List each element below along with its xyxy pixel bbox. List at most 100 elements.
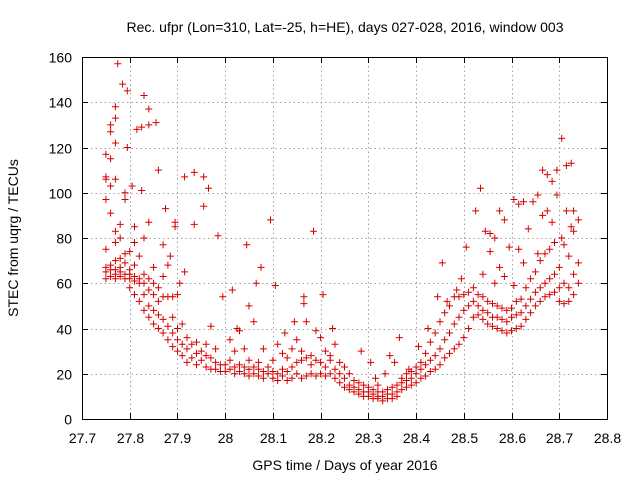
data-point: [267, 216, 274, 224]
data-point: [431, 365, 439, 373]
data-point: [188, 340, 196, 348]
data-point: [460, 291, 468, 299]
data-point: [412, 379, 420, 387]
data-point: [154, 297, 162, 305]
data-point: [245, 356, 253, 364]
data-point: [503, 318, 511, 326]
data-point: [269, 368, 277, 375]
data-point: [190, 220, 198, 228]
data-point: [307, 352, 315, 360]
data-point: [498, 304, 506, 312]
data-point: [312, 327, 320, 335]
data-point: [546, 275, 554, 283]
data-point: [245, 365, 253, 373]
data-point: [565, 297, 573, 305]
data-point: [357, 347, 365, 355]
data-point: [517, 295, 525, 303]
data-point: [145, 121, 153, 129]
data-point: [202, 363, 210, 371]
y-tick-label: 100: [49, 186, 73, 202]
data-point: [159, 329, 167, 337]
data-point: [350, 377, 358, 384]
data-point: [154, 325, 162, 332]
x-tick-label: 27.7: [69, 430, 96, 446]
data-point: [500, 216, 508, 224]
data-point: [250, 318, 258, 326]
y-tick-labels: 0 20 40 60 80 100 120 140 160: [49, 50, 73, 428]
data-point: [558, 134, 566, 142]
data-point: [288, 345, 296, 353]
data-point: [503, 306, 511, 314]
y-tick-label: 20: [56, 367, 72, 383]
data-point: [321, 372, 329, 380]
data-point: [560, 241, 568, 249]
data-point: [131, 261, 138, 269]
data-point: [288, 374, 296, 382]
data-point: [310, 227, 317, 235]
data-point: [469, 313, 477, 321]
data-point: [417, 374, 425, 382]
data-point: [138, 123, 146, 131]
data-point: [121, 196, 129, 203]
data-point: [119, 80, 127, 88]
data-point: [379, 388, 387, 396]
data-point: [393, 388, 401, 396]
data-point: [293, 358, 301, 366]
data-point: [300, 293, 308, 301]
data-point: [570, 207, 578, 215]
data-point: [312, 356, 320, 364]
data-point: [116, 263, 124, 271]
data-point: [455, 313, 463, 321]
data-point: [302, 372, 310, 380]
data-point: [288, 363, 296, 371]
data-point: [159, 273, 167, 280]
data-point: [221, 361, 229, 369]
data-point: [193, 349, 200, 357]
data-point: [102, 245, 110, 253]
data-point: [551, 239, 558, 246]
data-point: [140, 92, 148, 99]
data-point: [236, 361, 243, 369]
data-point: [145, 302, 153, 310]
data-point: [484, 309, 492, 317]
data-point: [341, 383, 348, 391]
data-point: [300, 300, 308, 308]
data-point: [126, 248, 134, 256]
data-point: [393, 381, 401, 389]
data-point: [553, 191, 561, 199]
data-point: [443, 297, 451, 305]
data-point: [469, 297, 477, 305]
data-point: [317, 334, 325, 342]
data-point: [398, 386, 406, 394]
data-point: [539, 211, 547, 219]
data-point: [412, 363, 420, 371]
data-point: [465, 325, 473, 332]
data-point: [169, 329, 177, 337]
data-point: [570, 270, 578, 278]
data-point: [391, 358, 399, 366]
data-point: [178, 352, 186, 360]
data-point: [298, 374, 305, 382]
data-point: [159, 241, 167, 249]
data-point: [312, 372, 320, 380]
data-point: [508, 313, 515, 321]
data-point: [486, 230, 494, 237]
data-point: [341, 374, 348, 382]
data-point: [336, 358, 344, 366]
data-point: [121, 189, 129, 197]
data-point: [515, 245, 523, 253]
data-point: [326, 370, 334, 378]
data-point: [450, 345, 458, 353]
data-point: [145, 105, 153, 113]
data-point: [508, 327, 515, 335]
data-point: [152, 119, 160, 127]
data-point: [111, 257, 119, 265]
data-point: [164, 336, 172, 344]
data-point: [465, 288, 473, 296]
data-point: [500, 273, 508, 280]
data-point: [274, 377, 282, 384]
data-point: [107, 273, 115, 280]
data-point: [171, 218, 179, 226]
data-point: [174, 347, 181, 355]
data-point: [539, 166, 547, 174]
